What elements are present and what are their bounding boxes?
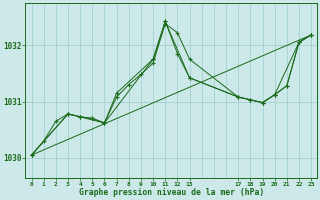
X-axis label: Graphe pression niveau de la mer (hPa): Graphe pression niveau de la mer (hPa) bbox=[79, 188, 264, 197]
